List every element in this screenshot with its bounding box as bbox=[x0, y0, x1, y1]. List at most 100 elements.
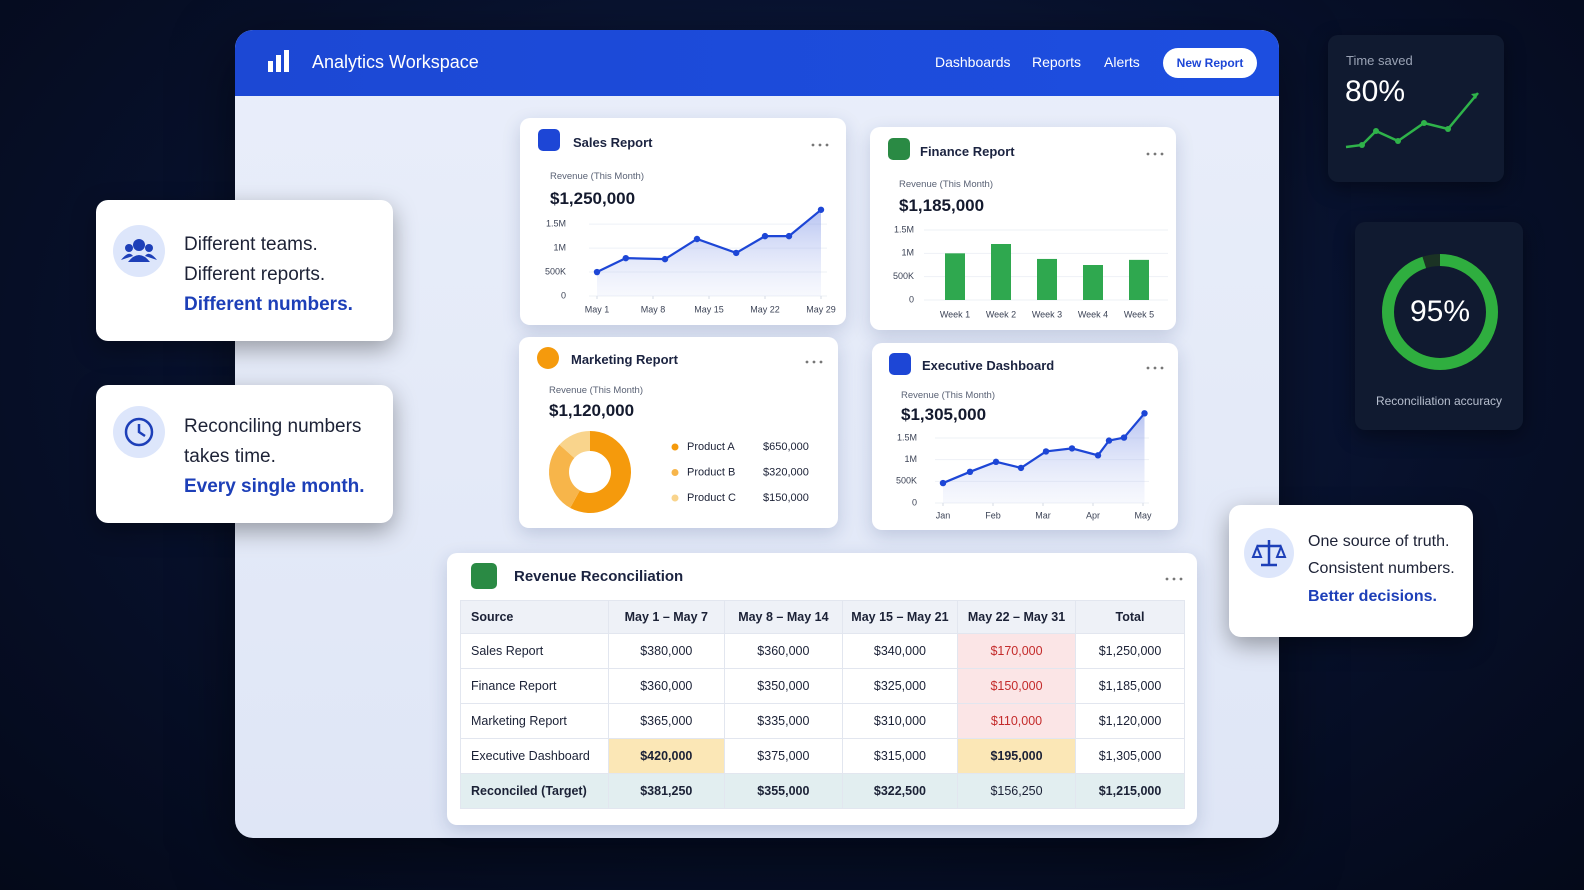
x-tick-label: May 15 bbox=[694, 304, 724, 314]
time-saved-card: Time saved 80% bbox=[1328, 35, 1504, 182]
point bbox=[593, 268, 601, 276]
menu[interactable] bbox=[1145, 365, 1165, 371]
table-cell: $325,000 bbox=[841, 668, 959, 704]
app-title: Analytics Workspace bbox=[312, 52, 479, 72]
card-title: Marketing Report bbox=[571, 352, 678, 367]
line bbox=[942, 412, 1146, 485]
x-tick-label: Week 1 bbox=[940, 309, 970, 319]
table-row: Reconciled (Target) $381,250 $355,000 $322,… bbox=[460, 773, 1185, 809]
card-total: $1,250,000 bbox=[550, 189, 636, 208]
menu[interactable] bbox=[804, 359, 824, 365]
icon bbox=[889, 353, 911, 375]
table-cell: Finance Report bbox=[460, 668, 609, 704]
table-cell: $340,000 bbox=[841, 633, 959, 669]
header: Analytics Workspace Dashboards Reports A… bbox=[235, 30, 1279, 96]
point bbox=[661, 255, 669, 263]
table-cell: Marketing Report bbox=[460, 703, 609, 739]
nav-link[interactable]: Dashboards bbox=[935, 54, 1011, 70]
table-row: Sales Report $380,000 $360,000 $340,000 $170… bbox=[460, 633, 1185, 669]
menu[interactable] bbox=[1145, 151, 1165, 157]
table-cell: $381,250 bbox=[607, 773, 725, 809]
logo bbox=[268, 50, 289, 72]
scale-icon bbox=[1244, 528, 1294, 578]
x-tick-label: May 29 bbox=[806, 304, 836, 314]
callout-line: Different teams. bbox=[184, 234, 318, 255]
table-row: Marketing Report $365,000 $335,000 $310,000… bbox=[460, 703, 1185, 739]
bar bbox=[1037, 258, 1057, 300]
y-tick-label: 1M bbox=[901, 248, 914, 258]
column-header: May 1 – May 7 bbox=[607, 600, 725, 634]
clock-icon bbox=[113, 406, 165, 458]
x-tick-label: Mar bbox=[1035, 510, 1051, 520]
table-row: Finance Report $360,000 $350,000 $325,000 $1… bbox=[460, 668, 1185, 704]
column-header: Total bbox=[1075, 600, 1185, 634]
card-title: Executive Dashboard bbox=[922, 358, 1055, 373]
legend-label: Product A bbox=[687, 441, 735, 453]
area bbox=[597, 209, 821, 296]
point bbox=[966, 468, 974, 475]
gauge-value: 95% bbox=[1410, 295, 1470, 328]
nav-link[interactable]: Reports bbox=[1032, 54, 1082, 70]
table-title: Revenue Reconciliation bbox=[514, 568, 684, 585]
y-tick-label: 1M bbox=[904, 454, 917, 464]
callout: Reconciling numbers takes time. Every si… bbox=[96, 385, 393, 523]
callout-line: Every single month. bbox=[184, 476, 365, 497]
callout-line: takes time. bbox=[184, 446, 276, 467]
table-row: Executive Dashboard $420,000 $375,000 $315,… bbox=[460, 738, 1185, 774]
team-icon bbox=[113, 225, 165, 277]
legend-dot bbox=[671, 443, 679, 451]
chart: 0 500K 1M 1.5M Week 1 Week 2 Week 3 Week 4 Week … bbox=[893, 224, 1168, 319]
column-header: May 22 – May 31 bbox=[957, 600, 1077, 634]
nav-link[interactable]: Alerts bbox=[1104, 54, 1140, 70]
y-tick-label: 0 bbox=[912, 497, 917, 507]
x-tick-label: May 22 bbox=[750, 304, 780, 314]
card-total: $1,185,000 bbox=[899, 196, 985, 215]
bar bbox=[1129, 259, 1149, 300]
table-cell: $1,185,000 bbox=[1075, 668, 1185, 704]
card-title: Sales Report bbox=[573, 135, 653, 150]
header-row: Source May 1 – May 7 May 8 – May 14 May 15 … bbox=[460, 600, 1185, 634]
table-cell: $170,000 bbox=[957, 633, 1077, 669]
table-cell: $310,000 bbox=[841, 703, 959, 739]
y-tick-label: 1.5M bbox=[894, 224, 914, 234]
table-cell: $322,500 bbox=[841, 773, 959, 809]
stat-label: Time saved bbox=[1346, 53, 1413, 68]
accuracy-card: 95% Reconciliation accuracy bbox=[1355, 222, 1523, 430]
x-tick-label: Week 4 bbox=[1078, 309, 1108, 319]
new-report-button[interactable]: New Report bbox=[1163, 48, 1257, 78]
legend-value: $320,000 bbox=[763, 466, 809, 478]
icon bbox=[537, 347, 559, 369]
point bbox=[1141, 410, 1148, 417]
y-tick-label: 1.5M bbox=[546, 219, 566, 229]
menu[interactable] bbox=[1164, 576, 1184, 582]
point bbox=[622, 254, 629, 262]
card-total: $1,305,000 bbox=[901, 405, 987, 424]
table-cell: $365,000 bbox=[607, 703, 725, 739]
reconciliation-table: Source May 1 – May 7 May 8 – May 14 May 15 … bbox=[460, 600, 1185, 809]
y-tick-label: 500K bbox=[545, 266, 566, 276]
sales-card: Sales Report Revenue (This Month) $1,250… bbox=[520, 118, 846, 325]
card-title: Finance Report bbox=[920, 144, 1015, 159]
table-cell: $1,305,000 bbox=[1075, 738, 1185, 774]
y-tick-label: 0 bbox=[909, 294, 914, 304]
x-tick-label: Apr bbox=[1086, 510, 1100, 520]
y-tick-label: 0 bbox=[561, 290, 566, 300]
table-cell: $420,000 bbox=[607, 738, 725, 774]
table-cell: $110,000 bbox=[957, 703, 1077, 739]
executive-card: Executive Dashboard Revenue (This Month)… bbox=[872, 343, 1178, 530]
table-cell: $1,215,000 bbox=[1075, 773, 1185, 809]
sparkline bbox=[1345, 92, 1479, 149]
table-cell: $360,000 bbox=[607, 668, 725, 704]
legend-label: Product C bbox=[687, 492, 736, 504]
icon bbox=[538, 129, 560, 151]
menu[interactable] bbox=[810, 142, 830, 148]
y-tick-label: 1.5M bbox=[897, 432, 917, 442]
card-subtitle: Revenue (This Month) bbox=[549, 385, 643, 396]
x-tick-label: Week 3 bbox=[1032, 309, 1062, 319]
legend-dot bbox=[671, 469, 679, 476]
legend-label: Product B bbox=[687, 466, 735, 478]
chart: 0 500K 1M 1.5M Jan Feb Mar Apr May bbox=[896, 410, 1152, 520]
callout-line: One source of truth. bbox=[1308, 533, 1450, 550]
column-header: May 15 – May 21 bbox=[841, 600, 959, 634]
